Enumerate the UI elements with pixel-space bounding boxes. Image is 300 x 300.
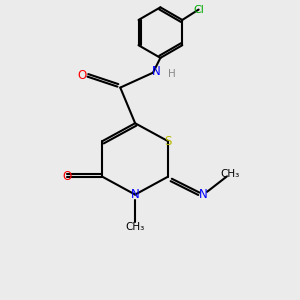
Text: N: N <box>199 188 208 201</box>
Text: CH₃: CH₃ <box>125 222 145 232</box>
Text: S: S <box>164 135 172 148</box>
Text: O: O <box>77 69 86 82</box>
Text: N: N <box>131 188 140 201</box>
Text: H: H <box>168 69 176 79</box>
Text: CH₃: CH₃ <box>220 169 240 179</box>
Text: N: N <box>152 65 160 78</box>
Text: Cl: Cl <box>193 4 204 15</box>
Text: O: O <box>62 170 71 183</box>
